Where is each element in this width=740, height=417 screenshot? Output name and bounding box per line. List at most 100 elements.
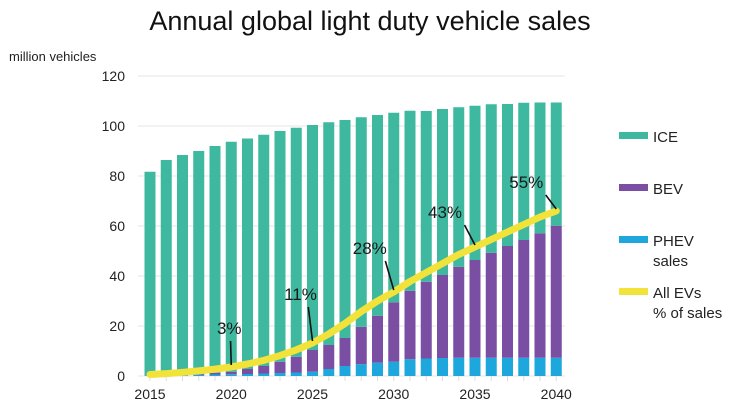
bar-ice <box>502 104 513 246</box>
bar-bev <box>453 266 465 358</box>
bar-phev-sales <box>437 358 448 376</box>
bar-ice <box>469 105 481 260</box>
annotation-leader <box>463 224 476 246</box>
bar-bev <box>469 260 481 358</box>
y-tick-label: 80 <box>109 168 125 184</box>
bar-ice <box>193 151 205 374</box>
annotation-label: 11% <box>284 285 317 304</box>
bar-ice <box>307 125 318 350</box>
legend-label: % of sales <box>653 305 722 322</box>
chart-title: Annual global light duty vehicle sales <box>149 6 591 36</box>
y-tick-label: 60 <box>109 218 125 234</box>
y-tick-label: 0 <box>117 368 125 384</box>
bar-bev <box>404 290 416 360</box>
bar-bev <box>485 252 497 358</box>
y-tick-label: 120 <box>102 68 126 84</box>
bar-ice <box>160 160 172 375</box>
ev-share-line <box>146 207 560 378</box>
y-tick-label: 40 <box>109 268 125 284</box>
legend-swatch <box>619 288 648 295</box>
legend-swatch <box>619 132 648 139</box>
bar-phev-sales <box>193 374 205 376</box>
bar-ice <box>534 102 546 234</box>
bar-ice <box>550 102 562 226</box>
x-tick-label: 2020 <box>216 386 247 402</box>
bar-ice <box>274 131 286 362</box>
legend-label: All EVs <box>653 285 701 302</box>
annotation-leader <box>229 340 233 366</box>
bar-phev-sales <box>550 357 562 376</box>
x-tick-label: 2035 <box>459 386 490 402</box>
y-tick-label: 100 <box>102 118 126 134</box>
bar-bev <box>290 356 302 373</box>
legend-swatch <box>619 236 648 243</box>
bar-ice <box>372 115 383 316</box>
bar-bev <box>258 366 270 374</box>
bar-ice <box>290 127 302 357</box>
bar-ice <box>144 171 156 376</box>
bar-ice <box>518 102 530 240</box>
bar-bev <box>307 350 318 372</box>
bar-phev-sales <box>388 361 400 376</box>
bar-bev <box>550 225 562 358</box>
bar-phev-sales <box>534 357 546 376</box>
bar-phev-sales <box>209 374 221 376</box>
bar-phev-sales <box>323 369 335 376</box>
bar-bev <box>225 371 237 375</box>
bar-bev <box>242 369 253 374</box>
bar-phev-sales <box>225 374 237 376</box>
legend-swatch <box>619 184 648 191</box>
bar-ice <box>225 141 237 372</box>
bar-phev-sales <box>242 374 253 376</box>
bar-phev-sales <box>469 357 481 376</box>
annotation-label: 28% <box>353 239 387 258</box>
bar-bev <box>274 361 286 373</box>
bar-ice <box>177 155 188 375</box>
bar-bev <box>502 246 513 358</box>
bar-ice <box>437 109 448 275</box>
annotation-leader <box>307 306 314 342</box>
x-tick-label: 2015 <box>134 386 165 402</box>
x-tick-label: 2040 <box>541 386 572 402</box>
bar-ice <box>258 134 270 366</box>
bar-ice <box>242 138 253 369</box>
y-tick-label: 20 <box>109 318 125 334</box>
bar-phev-sales <box>404 359 416 376</box>
bar-bev <box>437 275 448 358</box>
bar-bev <box>372 315 383 363</box>
bar-phev-sales <box>453 357 465 376</box>
bar-phev-sales <box>307 371 318 376</box>
bar-bev <box>209 372 221 375</box>
bar-ice <box>388 112 400 303</box>
bar-bev <box>323 345 335 369</box>
bar-bev <box>339 338 351 366</box>
bar-phev-sales <box>502 357 513 376</box>
bar-ice <box>209 146 221 373</box>
bar-phev-sales <box>274 373 286 376</box>
bar-ice <box>420 111 432 282</box>
bar-ice <box>453 107 465 267</box>
annotation-label: 43% <box>428 203 462 222</box>
annotation-label: 55% <box>509 173 543 192</box>
bar-phev-sales <box>372 362 383 376</box>
bar-phev-sales <box>339 366 351 376</box>
x-tick-label: 2030 <box>378 386 409 402</box>
bar-ice <box>323 122 335 345</box>
legend-label: ICE <box>653 129 678 146</box>
bar-ice <box>404 110 416 291</box>
y-axis-label: million vehicles <box>9 49 97 64</box>
bar-bev <box>355 326 367 365</box>
bar-phev-sales <box>258 373 270 376</box>
bar-phev-sales <box>290 372 302 376</box>
bar-bev <box>518 240 530 358</box>
bar-bev <box>420 281 432 359</box>
bar-phev-sales <box>420 358 432 376</box>
legend-label: BEV <box>653 181 683 198</box>
bar-phev-sales <box>518 357 530 376</box>
bar-ice <box>485 104 497 253</box>
legend-label: sales <box>653 253 688 270</box>
annotation-leader <box>545 194 557 210</box>
bar-phev-sales <box>485 357 497 376</box>
legend-label: PHEV <box>653 233 694 250</box>
